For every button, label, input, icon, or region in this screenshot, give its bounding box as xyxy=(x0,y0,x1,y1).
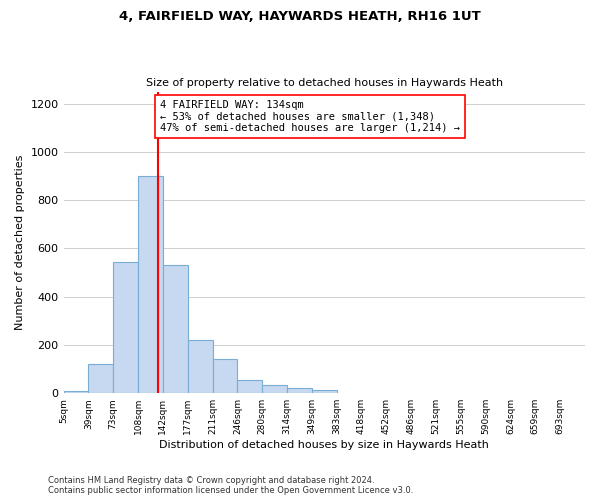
Title: Size of property relative to detached houses in Haywards Heath: Size of property relative to detached ho… xyxy=(146,78,503,88)
Text: Contains HM Land Registry data © Crown copyright and database right 2024.
Contai: Contains HM Land Registry data © Crown c… xyxy=(48,476,413,495)
Bar xyxy=(287,388,312,393)
X-axis label: Distribution of detached houses by size in Haywards Heath: Distribution of detached houses by size … xyxy=(160,440,489,450)
Y-axis label: Number of detached properties: Number of detached properties xyxy=(15,154,25,330)
Bar xyxy=(64,391,88,393)
Bar xyxy=(88,364,113,393)
Bar xyxy=(163,266,188,393)
Bar xyxy=(212,360,238,393)
Text: 4 FAIRFIELD WAY: 134sqm
← 53% of detached houses are smaller (1,348)
47% of semi: 4 FAIRFIELD WAY: 134sqm ← 53% of detache… xyxy=(160,100,460,133)
Bar xyxy=(113,262,138,393)
Bar xyxy=(188,340,212,393)
Bar xyxy=(138,176,163,393)
Bar xyxy=(312,390,337,393)
Bar xyxy=(262,386,287,393)
Bar xyxy=(238,380,262,393)
Text: 4, FAIRFIELD WAY, HAYWARDS HEATH, RH16 1UT: 4, FAIRFIELD WAY, HAYWARDS HEATH, RH16 1… xyxy=(119,10,481,23)
